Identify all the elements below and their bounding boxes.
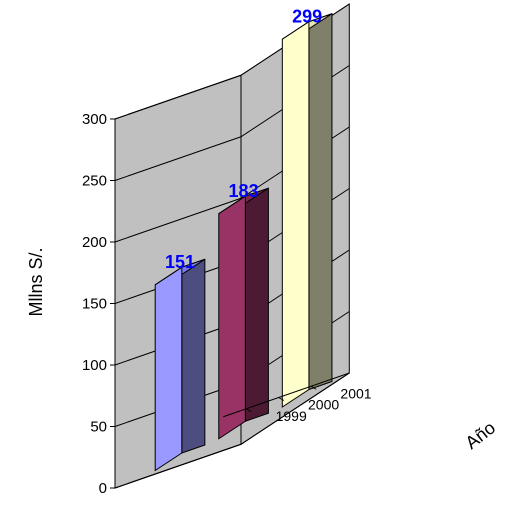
x-tick-label: 2001 <box>340 385 371 401</box>
bar-1999 <box>154 266 183 472</box>
y-tick-label: 50 <box>90 419 107 436</box>
x-tick-mark <box>246 408 252 413</box>
bars <box>154 13 333 472</box>
y-tick-label: 250 <box>82 173 107 190</box>
bar-2001 <box>281 20 310 408</box>
data-labels: 299 183 151 <box>165 6 322 272</box>
data-label: 183 <box>229 181 259 201</box>
data-label: 299 <box>292 6 322 26</box>
gridline <box>114 372 350 489</box>
y-tick-label: 150 <box>82 296 107 313</box>
y-tick-label: 0 <box>99 480 107 497</box>
y-axis-title: Mllns S/. <box>26 247 46 316</box>
data-label: 151 <box>165 252 195 272</box>
y-tick-labels: 0 50 100 150 200 250 300 <box>82 111 107 497</box>
depth-axis-line <box>223 372 350 418</box>
x-axis-title: Año <box>462 418 500 453</box>
y-tick-label: 300 <box>82 111 107 128</box>
bar-side <box>308 13 333 391</box>
axes <box>114 119 350 488</box>
bar-side <box>181 258 206 454</box>
bar-side <box>244 187 269 422</box>
x-tick-label: 1999 <box>276 408 307 424</box>
y-tick-label: 100 <box>82 357 107 374</box>
x-tick-label: 2000 <box>308 397 339 413</box>
y-tick-label: 200 <box>82 234 107 251</box>
x-tick-mark <box>310 385 317 390</box>
x-tick-mark <box>278 397 284 401</box>
bar-2000 <box>218 195 246 440</box>
